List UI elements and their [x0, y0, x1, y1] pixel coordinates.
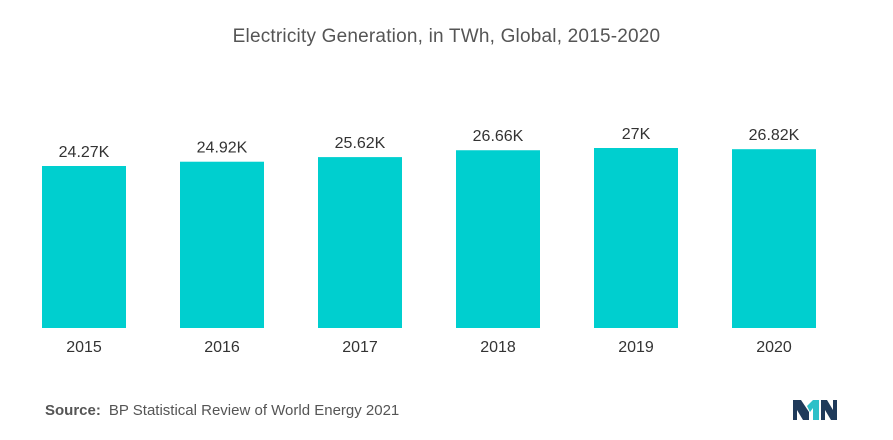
data-label-2016: 24.92K — [197, 140, 248, 157]
data-label-2018: 26.66K — [473, 128, 524, 145]
x-tick-label-2018: 2018 — [480, 339, 516, 356]
bar-2020 — [732, 149, 816, 328]
x-tick-label-2015: 2015 — [66, 339, 102, 356]
bar-2017 — [318, 157, 402, 328]
bar-2018 — [456, 150, 540, 328]
bar-2019 — [594, 148, 678, 328]
data-label-2015: 24.27K — [59, 144, 110, 161]
data-label-2019: 27K — [622, 126, 651, 143]
x-tick-label-2020: 2020 — [756, 339, 792, 356]
x-tick-label-2019: 2019 — [618, 339, 654, 356]
mordor-intelligence-logo-icon — [793, 400, 837, 420]
bar-2015 — [42, 166, 126, 328]
x-tick-label-2017: 2017 — [342, 339, 378, 356]
chart-title: Electricity Generation, in TWh, Global, … — [232, 26, 661, 47]
bar-2016 — [180, 161, 264, 328]
source-label: Source: — [45, 402, 101, 419]
source-note: Source: BP Statistical Review of World En… — [45, 402, 399, 419]
data-label-2020: 26.82K — [749, 127, 800, 144]
source-text: BP Statistical Review of World Energy 20… — [108, 402, 400, 419]
data-label-2017: 25.62K — [335, 135, 386, 152]
x-tick-label-2016: 2016 — [204, 339, 240, 356]
